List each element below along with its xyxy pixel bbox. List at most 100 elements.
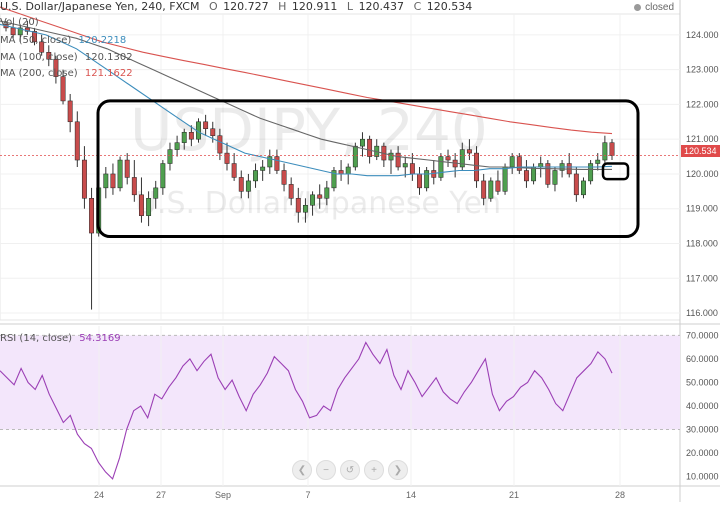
legend-ma50-label: MA (50, close) xyxy=(0,35,72,46)
market-status: closed xyxy=(634,2,674,13)
candle-body xyxy=(217,135,223,154)
zoom-in-icon[interactable]: + xyxy=(364,460,384,480)
candle-body xyxy=(224,152,230,164)
candle-body xyxy=(523,170,529,182)
candle-body xyxy=(495,180,501,192)
zoom-out-icon[interactable]: − xyxy=(316,460,336,480)
candle-body xyxy=(260,166,266,171)
status-dot-icon xyxy=(634,3,642,11)
rsi-y-tick-label: 30.0000 xyxy=(686,425,719,435)
candle-body xyxy=(595,159,601,164)
ohlc-close-value: 120.534 xyxy=(426,0,473,13)
candle-body xyxy=(281,170,287,185)
x-tick-label: 7 xyxy=(305,490,310,500)
candle-body xyxy=(46,52,52,60)
candle-body xyxy=(245,180,251,192)
candle-body xyxy=(117,159,123,189)
rsi-y-tick-label: 10.0000 xyxy=(686,472,719,482)
last-price-tag: 120.534 xyxy=(681,145,720,157)
candle-body xyxy=(267,156,273,168)
legend-ma100[interactable]: MA (100, close) 120.1302 xyxy=(0,52,133,63)
y-tick-label: 121.000 xyxy=(686,134,719,144)
x-tick-label: 27 xyxy=(156,490,166,500)
chart-header: U.S. Dollar/Japanese Yen, 240, FXCM O 12… xyxy=(0,0,472,14)
candle-body xyxy=(74,121,80,161)
legend-ma50-value: 120.2218 xyxy=(78,35,127,46)
candle-body xyxy=(274,156,280,171)
candle-body xyxy=(388,152,394,161)
candle-body xyxy=(81,159,87,199)
candle-body xyxy=(110,173,116,189)
legend-ma100-label: MA (100, close) xyxy=(0,52,78,63)
candle-body xyxy=(310,194,316,206)
legend-rsi-value: 54.3169 xyxy=(79,333,121,344)
ma50-line xyxy=(0,23,613,177)
candle-body xyxy=(360,138,365,147)
candle-body xyxy=(602,142,608,161)
y-tick-label: 123.000 xyxy=(686,65,719,75)
candle-body xyxy=(588,163,594,182)
legend-rsi[interactable]: RSI (14, close) 54.3169 xyxy=(0,333,121,344)
candle-body xyxy=(60,76,66,102)
candle-body xyxy=(103,173,109,189)
candle-body xyxy=(438,156,444,178)
candle-body xyxy=(466,149,472,154)
ma200-line xyxy=(0,6,613,135)
candle-body xyxy=(409,163,415,175)
legend-ma200[interactable]: MA (200, close) 121.1622 xyxy=(0,68,133,79)
x-tick-label: 21 xyxy=(509,490,519,500)
reset-icon[interactable]: ↺ xyxy=(340,460,360,480)
candle-body xyxy=(317,194,323,199)
candle-body xyxy=(238,177,244,192)
rsi-y-tick-label: 20.0000 xyxy=(686,448,719,458)
candle-body xyxy=(395,152,401,168)
market-status-text: closed xyxy=(645,2,674,13)
candle-body xyxy=(288,184,294,199)
candle-body xyxy=(10,27,16,36)
candle-body xyxy=(131,177,137,196)
candle-body xyxy=(295,198,301,213)
candle-body xyxy=(188,131,194,140)
rsi-line xyxy=(0,341,613,480)
candle-body xyxy=(253,170,258,182)
candle-body xyxy=(53,58,59,77)
legend-ma50[interactable]: MA (50, close) 120.2218 xyxy=(0,35,126,46)
candle-body xyxy=(67,100,73,123)
scroll-right-icon[interactable]: ❯ xyxy=(388,460,408,480)
candle-body xyxy=(302,205,308,213)
candle-body xyxy=(552,170,558,185)
legend-ma100-value: 120.1302 xyxy=(84,52,133,63)
symbol-title: U.S. Dollar/Japanese Yen, 240, FXCM xyxy=(0,0,200,13)
candle-body xyxy=(17,27,23,36)
ohlc-high-value: 120.911 xyxy=(291,0,338,13)
chart-nav-controls: ❮ − ↺ + ❯ xyxy=(292,460,408,480)
candle-body xyxy=(345,166,351,175)
candle-body xyxy=(445,156,451,161)
rsi-y-tick-label: 60.0000 xyxy=(686,354,719,364)
candle-body xyxy=(402,163,408,168)
candle-body xyxy=(139,194,144,216)
scroll-left-icon[interactable]: ❮ xyxy=(292,460,312,480)
x-tick-label: 24 xyxy=(94,490,104,500)
legend-ma200-label: MA (200, close) xyxy=(0,68,78,79)
legend-volume[interactable]: Vol (20) xyxy=(0,17,39,28)
y-tick-label: 124.000 xyxy=(686,30,719,40)
y-tick-label: 119.000 xyxy=(686,204,718,214)
candle-body xyxy=(160,163,166,189)
candle-body xyxy=(331,170,337,189)
y-tick-label: 120.000 xyxy=(686,169,719,179)
candle-body xyxy=(502,166,508,192)
rsi-y-tick-label: 70.0000 xyxy=(686,330,719,340)
ohlc-open-value: 120.727 xyxy=(223,0,269,13)
candle-body xyxy=(481,180,487,199)
candle-body xyxy=(338,170,344,175)
ohlc-low-label: L xyxy=(346,0,354,13)
consolidation-box[interactable] xyxy=(96,99,640,239)
candle-body xyxy=(167,149,173,164)
breakout-box[interactable] xyxy=(601,162,630,181)
y-tick-label: 117.000 xyxy=(686,273,718,283)
candle-body xyxy=(424,170,430,189)
rsi-y-tick-label: 50.0000 xyxy=(686,377,719,387)
